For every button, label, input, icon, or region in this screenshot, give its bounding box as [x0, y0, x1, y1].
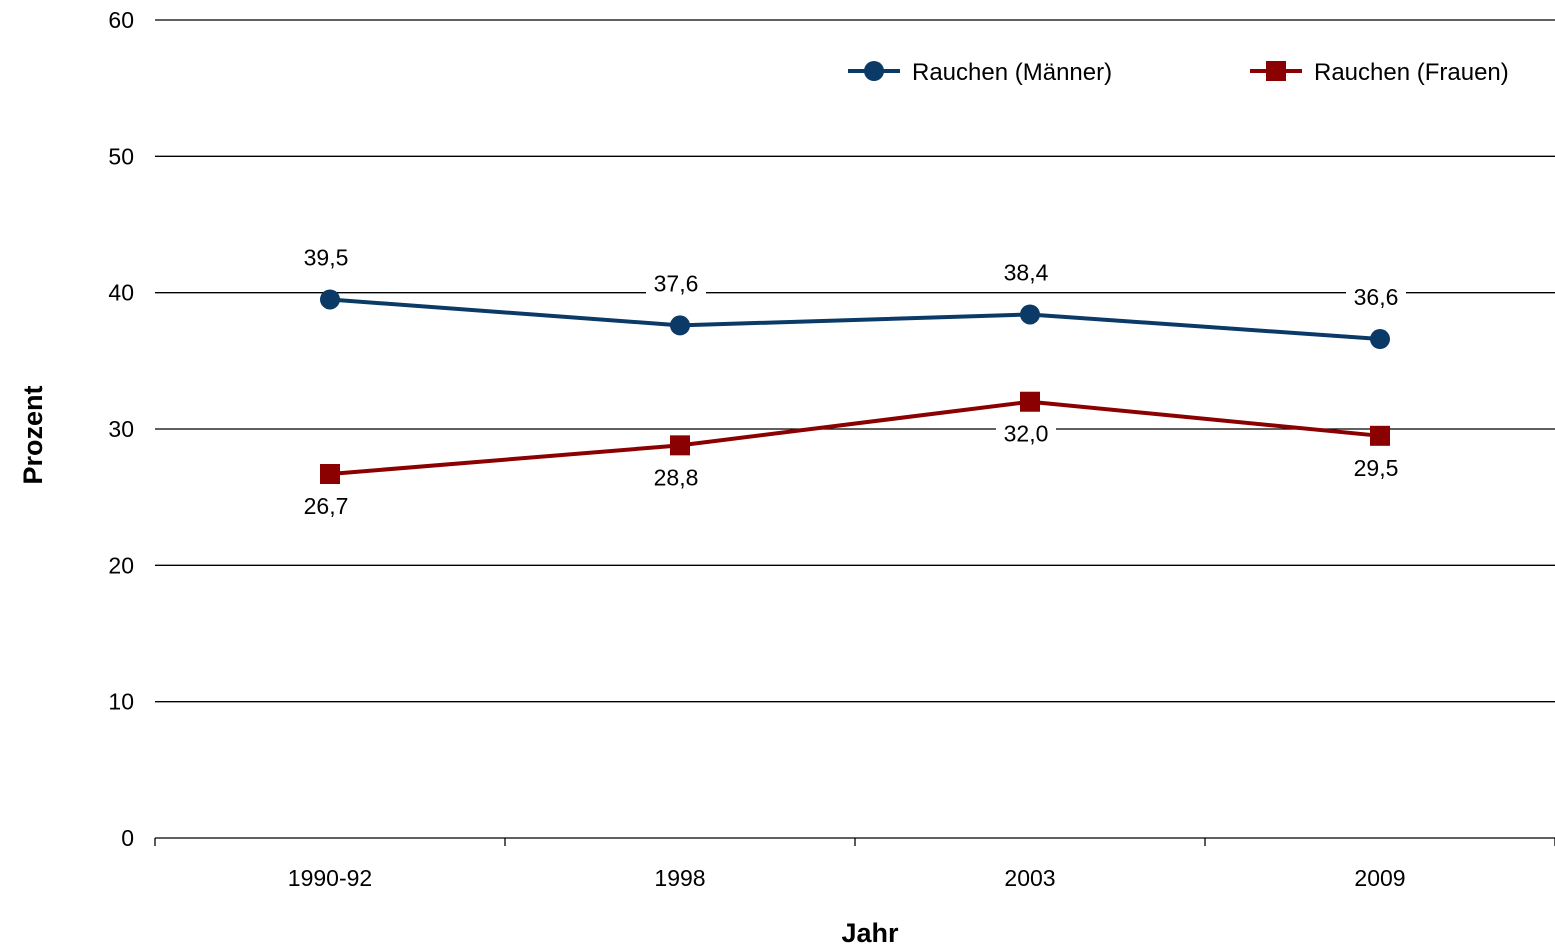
- data-point: [1020, 391, 1040, 412]
- data-point: [1370, 329, 1390, 350]
- data-label-bg: [996, 421, 1056, 448]
- series-line: [329, 297, 1381, 342]
- series-maenner: 39,5 37,6 38,4 36,6: [296, 244, 1406, 350]
- data-point: [320, 289, 340, 310]
- series-line: [329, 399, 1381, 476]
- data-label-bg: [646, 465, 706, 492]
- data-label-bg: [1346, 455, 1406, 482]
- y-tick-label: 0: [121, 825, 134, 851]
- x-tick-label: 1990-92: [288, 865, 372, 891]
- y-tick-label: 60: [108, 7, 134, 33]
- y-axis-tick-labels: 0 10 20 30 40 50 60: [108, 7, 134, 851]
- data-point: [1020, 304, 1040, 325]
- y-tick-label: 30: [108, 416, 134, 442]
- data-label: 29,5: [1354, 455, 1399, 481]
- x-axis: [154, 838, 1555, 846]
- data-label-bg: [296, 493, 356, 520]
- x-tick-label: 1998: [654, 865, 705, 891]
- series: 39,5 37,6 38,4 36,6 26,7 28,8 32,0 29,5: [296, 244, 1406, 520]
- x-tick-label: 2003: [1004, 865, 1055, 891]
- data-point: [1370, 425, 1390, 446]
- data-label: 36,6: [1354, 284, 1399, 310]
- legend-label: Rauchen (Frauen): [1314, 59, 1509, 86]
- gridlines: [155, 19, 1555, 839]
- legend-label: Rauchen (Männer): [912, 59, 1112, 86]
- series-frauen: 26,7 28,8 32,0 29,5: [296, 391, 1406, 520]
- legend-marker: [1266, 61, 1286, 81]
- legend-item: Rauchen (Frauen): [1250, 59, 1509, 86]
- x-tick-label: 2009: [1354, 865, 1405, 891]
- data-label: 32,0: [1004, 421, 1049, 447]
- data-label: 38,4: [1004, 259, 1049, 285]
- data-label: 37,6: [654, 270, 699, 296]
- legend: Rauchen (Männer) Rauchen (Frauen): [848, 59, 1509, 86]
- data-point: [670, 435, 690, 456]
- y-tick-label: 10: [108, 689, 134, 715]
- data-label-bg: [996, 260, 1056, 287]
- y-tick-label: 20: [108, 552, 134, 578]
- y-axis-title: Prozent: [18, 385, 48, 484]
- data-label-bg: [296, 245, 356, 272]
- data-point: [320, 463, 340, 484]
- data-label-bg: [1346, 285, 1406, 312]
- data-point: [670, 315, 690, 336]
- y-tick-label: 40: [108, 280, 134, 306]
- y-tick-label: 50: [108, 143, 134, 169]
- data-label: 39,5: [304, 244, 349, 270]
- legend-item: Rauchen (Männer): [848, 59, 1112, 86]
- data-label: 26,7: [304, 493, 349, 519]
- x-axis-title: Jahr: [841, 918, 899, 948]
- legend-marker: [864, 61, 884, 81]
- data-label: 28,8: [654, 464, 699, 490]
- data-label-bg: [646, 271, 706, 298]
- x-axis-tick-labels: 1990-92 1998 2003 2009: [288, 865, 1406, 891]
